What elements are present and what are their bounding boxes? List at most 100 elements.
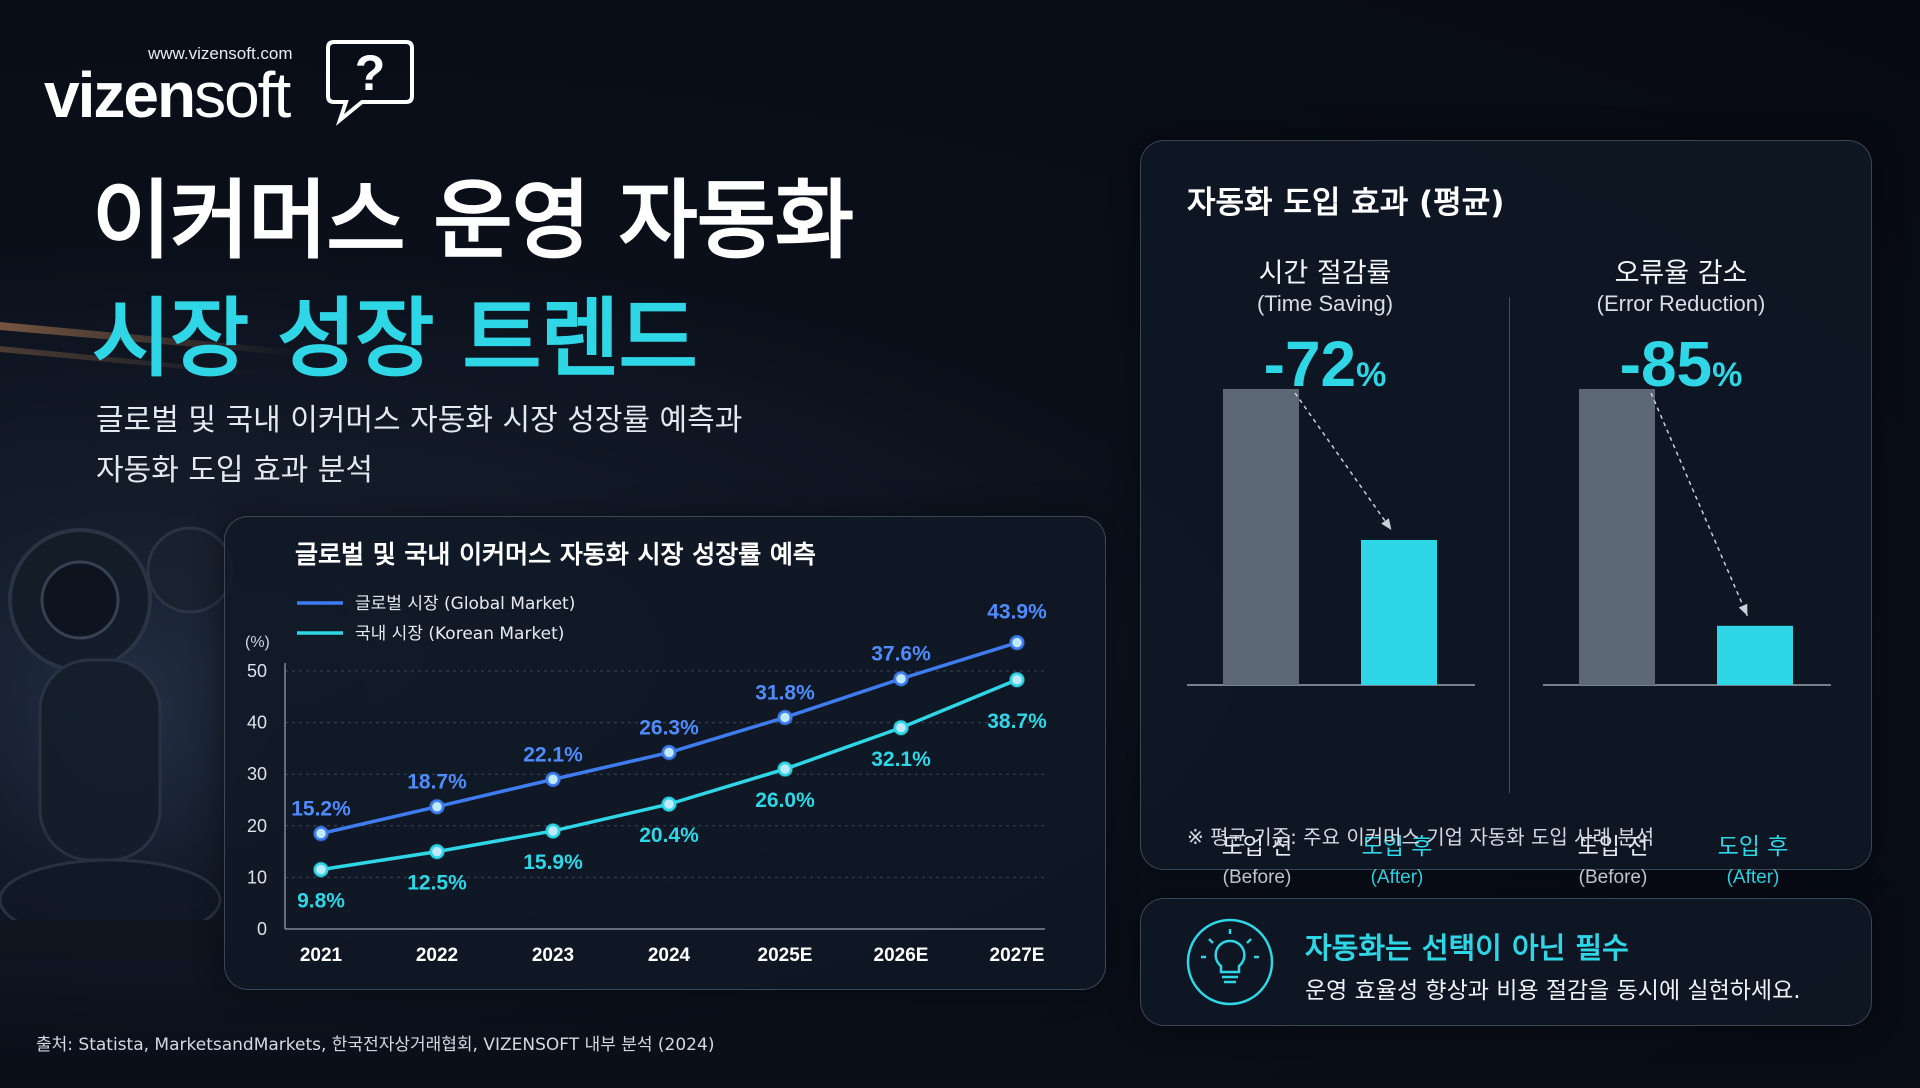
series-point-1 bbox=[661, 796, 677, 812]
y-tick-label: 0 bbox=[257, 919, 267, 939]
subtitle-line2: 자동화 도입 효과 분석 bbox=[96, 453, 374, 488]
data-label-0: 31.8% bbox=[755, 681, 815, 704]
series-point-1 bbox=[1009, 672, 1025, 688]
brand-name-part2: soft bbox=[194, 59, 291, 131]
bubble-glyph: ? bbox=[355, 45, 386, 101]
data-label-1: 20.4% bbox=[639, 824, 699, 847]
brand-name-part1: vizen bbox=[44, 59, 196, 131]
y-tick-label: 50 bbox=[247, 661, 267, 681]
bar-before bbox=[1579, 389, 1655, 685]
metric-unit: % bbox=[1356, 356, 1387, 394]
metric-value: -72 bbox=[1263, 328, 1357, 400]
series-point-0 bbox=[893, 671, 909, 686]
bar-after bbox=[1361, 539, 1437, 685]
y-tick-label: 30 bbox=[247, 764, 267, 784]
series-point-1 bbox=[429, 844, 445, 859]
time-saving-bar-chart bbox=[1187, 389, 1475, 686]
bar-label-after-ko: 도입 후 bbox=[1717, 834, 1789, 860]
metric-subtitle: (Time Saving) bbox=[1256, 291, 1394, 316]
metric-title: 오류율 감소 bbox=[1614, 258, 1748, 289]
legend-label-1: 국내 시장 (Korean Market) bbox=[355, 624, 564, 644]
data-label-1: 12.5% bbox=[407, 872, 467, 895]
bar-label-after-ko: 도입 후 bbox=[1361, 834, 1433, 860]
error-reduction-metric: 오류율 감소 (Error Reduction) -85% 도입 전 (Befor… bbox=[1501, 251, 1861, 888]
series-point-1 bbox=[893, 720, 909, 736]
chart-title: 글로벌 및 국내 이커머스 자동화 시장 성장률 예측 bbox=[295, 540, 816, 569]
bar-label-after-en: (After) bbox=[1370, 867, 1424, 888]
bar-label-before: 도입 전 (Before) bbox=[1197, 827, 1317, 889]
data-label-0: 26.3% bbox=[639, 717, 699, 740]
metric-divider bbox=[1509, 297, 1510, 793]
data-label-1: 38.7% bbox=[987, 710, 1047, 733]
metric-title: 시간 절감률 bbox=[1258, 258, 1392, 289]
series-point-0 bbox=[661, 745, 677, 760]
lightbulb-icon bbox=[1186, 918, 1274, 1006]
data-label-1: 15.9% bbox=[523, 851, 583, 874]
bar-label-after-en: (After) bbox=[1726, 867, 1780, 888]
brand-wordmark: vizensoft bbox=[44, 58, 291, 132]
series-point-0 bbox=[313, 826, 329, 841]
series-point-0 bbox=[1009, 635, 1025, 650]
x-tick-label: 2025E bbox=[758, 945, 813, 966]
series-point-1 bbox=[313, 862, 329, 877]
y-axis-label: (%) bbox=[245, 634, 270, 651]
y-tick-label: 10 bbox=[247, 867, 267, 887]
series-point-1 bbox=[777, 761, 793, 777]
bar-label-after: 도입 후 (After) bbox=[1337, 827, 1457, 889]
headline-line1: 이커머스 운영 자동화 bbox=[92, 171, 854, 271]
trend-arrow-head bbox=[1381, 518, 1392, 530]
legend-label-0: 글로벌 시장 (Global Market) bbox=[355, 594, 575, 614]
data-label-0: 43.9% bbox=[987, 601, 1047, 624]
bar-after bbox=[1717, 625, 1793, 685]
data-label-0: 15.2% bbox=[291, 798, 351, 821]
metric-value: -85 bbox=[1619, 328, 1713, 400]
subtitle: 글로벌 및 국내 이커머스 자동화 시장 성장률 예측과 자동화 도입 효과 분… bbox=[96, 396, 816, 496]
series-point-0 bbox=[429, 799, 445, 814]
series-point-1 bbox=[545, 823, 561, 839]
tip-body: 운영 효율성 향상과 비용 절감을 동시에 실현하세요. bbox=[1305, 978, 1801, 1004]
data-label-1: 26.0% bbox=[755, 789, 815, 812]
bar-label-after: 도입 후 (After) bbox=[1693, 827, 1813, 889]
robot-arm-illustration bbox=[0, 526, 234, 960]
data-label-1: 32.1% bbox=[871, 748, 931, 771]
x-tick-label: 2023 bbox=[532, 945, 574, 966]
x-tick-label: 2027E bbox=[990, 945, 1045, 966]
metric-headline-value: -72% bbox=[1145, 327, 1505, 401]
trend-arrow-head bbox=[1738, 603, 1748, 616]
metric-unit: % bbox=[1712, 356, 1743, 394]
bar-label-before-ko: 도입 전 bbox=[1221, 834, 1293, 860]
question-bubble-icon: ? bbox=[326, 40, 414, 126]
bar-label-before: 도입 전 (Before) bbox=[1553, 827, 1673, 889]
series-point-0 bbox=[777, 710, 793, 725]
headline-line2: 시장 성장 트렌드 bbox=[92, 289, 698, 389]
bar-label-before-en: (Before) bbox=[1578, 867, 1648, 888]
effect-note: ※ 평균 기준: 주요 이커머스 기업 자동화 도입 사례 분석 bbox=[1187, 825, 1655, 849]
tip-panel: 자동화는 선택이 아닌 필수 운영 효율성 향상과 비용 절감을 동시에 실현하… bbox=[1140, 898, 1872, 1026]
y-tick-label: 40 bbox=[247, 713, 267, 733]
effect-panel-title: 자동화 도입 효과 (평균) bbox=[1187, 185, 1505, 221]
metric-headline-value: -85% bbox=[1501, 327, 1861, 401]
trend-arrow-line bbox=[1294, 392, 1393, 531]
x-tick-label: 2026E bbox=[874, 945, 929, 966]
x-tick-label: 2022 bbox=[416, 945, 458, 966]
x-tick-label: 2021 bbox=[300, 945, 343, 966]
bar-label-before-ko: 도입 전 bbox=[1577, 834, 1649, 860]
data-label-0: 37.6% bbox=[871, 643, 931, 666]
data-label-0: 22.1% bbox=[523, 743, 583, 766]
data-label-0: 18.7% bbox=[407, 771, 467, 794]
trend-arrow-line bbox=[1650, 392, 1749, 617]
data-label-1: 9.8% bbox=[297, 890, 345, 913]
automation-effect-panel: 자동화 도입 효과 (평균) 시간 절감률 (Time Saving) -72%… bbox=[1140, 140, 1872, 888]
y-tick-label: 20 bbox=[247, 816, 267, 836]
source-citation: 출처: Statista, MarketsandMarkets, 한국전자상거래… bbox=[36, 1035, 715, 1055]
brand-url[interactable]: www.vizensoft.com bbox=[148, 44, 293, 63]
metric-subtitle: (Error Reduction) bbox=[1596, 291, 1766, 316]
series-point-0 bbox=[545, 772, 561, 787]
x-tick-label: 2024 bbox=[648, 945, 691, 966]
bar-before bbox=[1223, 389, 1299, 685]
tip-title: 자동화는 선택이 아닌 필수 bbox=[1305, 931, 1629, 965]
bar-label-before-en: (Before) bbox=[1222, 867, 1292, 888]
time-saving-metric: 시간 절감률 (Time Saving) -72% 도입 전 (Before) 도… bbox=[1145, 251, 1505, 888]
